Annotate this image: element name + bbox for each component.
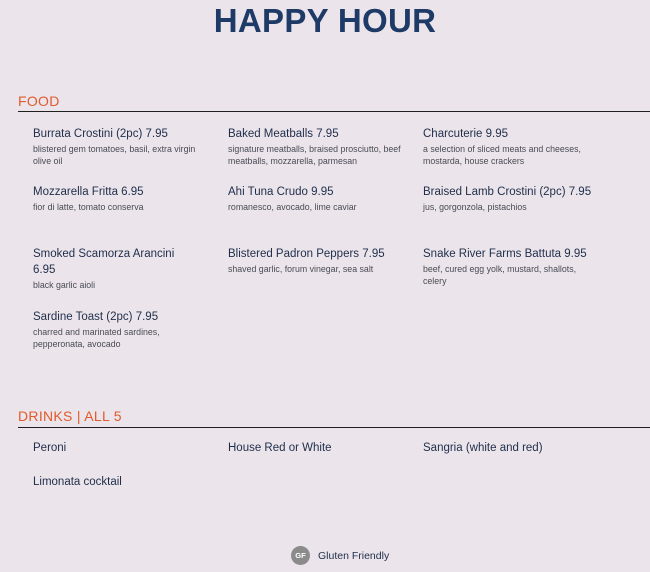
menu-item-description: charred and marinated sardines, pepperon… bbox=[33, 327, 160, 349]
menu-item-name: Blistered Padron Peppers 7.95 bbox=[228, 248, 385, 260]
gluten-friendly-legend: GF Gluten Friendly bbox=[291, 546, 389, 565]
page-title: HAPPY HOUR bbox=[213, 2, 437, 39]
menu-item-name: Braised Lamb Crostini (2pc) 7.95 bbox=[423, 186, 592, 198]
menu-item-description: a selection of sliced meats and cheeses,… bbox=[423, 144, 581, 166]
menu-item-name: Charcuterie 9.95 bbox=[423, 128, 509, 140]
menu-item-name: Baked Meatballs 7.95 bbox=[228, 128, 339, 140]
menu-item: Braised Lamb Crostini (2pc) 7.95 jus, go… bbox=[423, 184, 593, 213]
menu-item: Smoked Scamorza Arancini 6.95 black garl… bbox=[33, 246, 193, 291]
menu-item-description: shaved garlic, forum vinegar, sea salt bbox=[228, 264, 374, 274]
menu-item-description: beef, cured egg yolk, mustard, shallots,… bbox=[423, 264, 577, 286]
menu-item-description: fior di latte, tomato conserva bbox=[33, 202, 144, 212]
menu-item: Baked Meatballs 7.95 signature meatballs… bbox=[228, 126, 408, 167]
menu-item: Charcuterie 9.95 a selection of sliced m… bbox=[423, 126, 603, 167]
food-divider bbox=[18, 111, 650, 112]
menu-item-name: Burrata Crostini (2pc) 7.95 bbox=[33, 128, 168, 140]
drink-item: House Red or White bbox=[228, 442, 332, 454]
menu-item-description: jus, gorgonzola, pistachios bbox=[423, 202, 527, 212]
menu-item: Blistered Padron Peppers 7.95 shaved gar… bbox=[228, 246, 408, 275]
drink-item: Limonata cocktail bbox=[33, 476, 122, 488]
menu-item-name: Ahi Tuna Crudo 9.95 bbox=[228, 186, 334, 198]
drink-item: Sangria (white and red) bbox=[423, 442, 543, 454]
menu-item-name: Mozzarella Fritta 6.95 bbox=[33, 186, 144, 198]
menu-item: Sardine Toast (2pc) 7.95 charred and mar… bbox=[33, 309, 213, 350]
menu-item-description: black garlic aioli bbox=[33, 280, 96, 290]
drink-item: Peroni bbox=[33, 442, 67, 454]
gluten-friendly-label: Gluten Friendly bbox=[318, 549, 390, 562]
menu-item: Burrata Crostini (2pc) 7.95 blistered ge… bbox=[33, 126, 213, 167]
menu-item-description: signature meatballs, braised prosciutto,… bbox=[228, 144, 401, 166]
menu-item: Ahi Tuna Crudo 9.95 romanesco, avocado, … bbox=[228, 184, 408, 213]
menu-item-name: Sardine Toast (2pc) 7.95 bbox=[33, 311, 159, 323]
menu-item: Snake River Farms Battuta 9.95 beef, cur… bbox=[423, 246, 598, 287]
menu-item-name: Smoked Scamorza Arancini 6.95 bbox=[33, 248, 175, 276]
menu-item-name: Snake River Farms Battuta 9.95 bbox=[423, 248, 587, 260]
menu-item-description: blistered gem tomatoes, basil, extra vir… bbox=[33, 144, 196, 166]
menu-item: Mozzarella Fritta 6.95 fior di latte, to… bbox=[33, 184, 213, 213]
menu-item-description: romanesco, avocado, lime caviar bbox=[228, 202, 357, 212]
drinks-section-heading: DRINKS | ALL 5 bbox=[18, 408, 122, 424]
food-section-heading: FOOD bbox=[18, 93, 60, 109]
gluten-free-icon: GF bbox=[291, 546, 310, 565]
drinks-divider bbox=[18, 427, 650, 428]
